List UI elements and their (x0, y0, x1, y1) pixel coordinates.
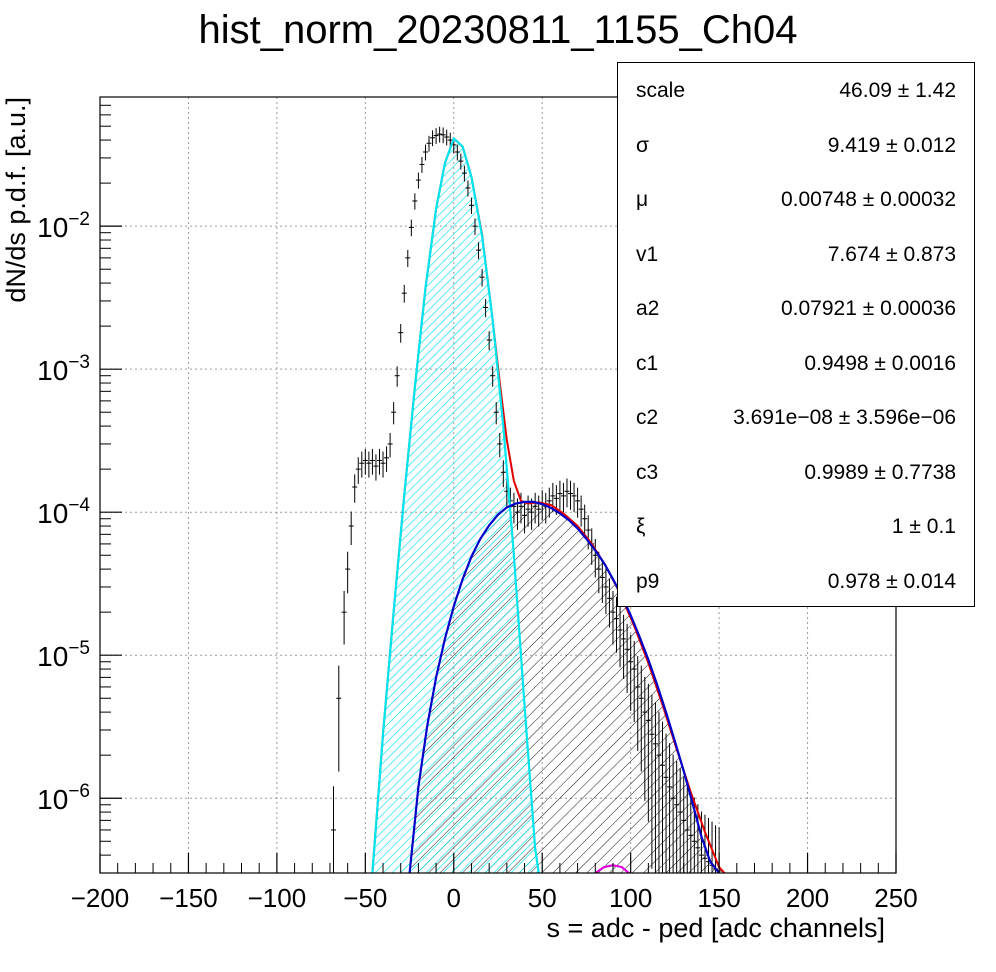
stats-param-name: c2 (636, 406, 659, 429)
axes: −200 −150 −100 −50 0 50 100 150 200 250 10−6 10−5 10… (37, 96, 918, 913)
x-tick-label: 200 (786, 883, 829, 913)
stats-param-name: v1 (636, 242, 659, 266)
tail-fit-curve (408, 500, 720, 873)
y-axis-label: dN/ds p.d.f. [a.u.] (1, 97, 31, 303)
stats-param-value: 3.691e−08 ± 3.596e−06 (733, 406, 956, 429)
y-tick-label: 10−4 (37, 495, 90, 529)
stats-param-name: c1 (636, 351, 659, 375)
stats-row: c2 3.691e−08 ± 3.596e−06 (618, 390, 974, 444)
stats-param-value: 0.07921 ± 0.00036 (780, 297, 956, 320)
x-tick-label: −50 (343, 883, 387, 913)
x-tick-label: 100 (609, 883, 652, 913)
x-tick-label: 250 (874, 883, 917, 913)
x-tick-label: −150 (159, 883, 218, 913)
stats-row: v1 7.674 ± 0.873 (618, 227, 974, 281)
stats-param-value: 0.9989 ± 0.7738 (804, 460, 956, 484)
stats-row: ξ 1 ± 0.1 (618, 499, 974, 553)
gaussian-fit-curve (371, 136, 540, 873)
x-tick-label: 150 (697, 883, 740, 913)
fit-statistics-box: scale 46.09 ± 1.42 σ 9.419 ± 0.012 μ 0.00748 … (617, 62, 975, 607)
stats-param-value: 0.9498 ± 0.0016 (804, 351, 956, 375)
stats-param-name: ξ (636, 515, 646, 538)
y-tick-label: 10−5 (37, 638, 90, 672)
stats-param-value: 0.00748 ± 0.00032 (780, 188, 956, 211)
fit-fill-areas (372, 138, 720, 873)
stats-param-value: 0.978 ± 0.014 (827, 569, 956, 593)
stats-row: c3 0.9989 ± 0.7738 (618, 445, 974, 499)
stats-param-name: p9 (636, 569, 660, 593)
stats-row: σ 9.419 ± 0.012 (618, 118, 974, 172)
stats-param-value: 46.09 ± 1.42 (839, 79, 956, 102)
chart-title: hist_norm_20230811_1155_Ch04 (198, 8, 798, 52)
stats-param-name: c3 (636, 460, 659, 484)
stats-row: scale 46.09 ± 1.42 (618, 63, 974, 117)
x-tick-label: −100 (248, 883, 307, 913)
stats-row: p9 0.978 ± 0.014 (618, 554, 974, 608)
stats-row: c1 0.9498 ± 0.0016 (618, 336, 974, 390)
y-tick-label: 10−3 (37, 352, 90, 386)
gaussian-hatched-area (372, 138, 539, 873)
stats-param-value: 7.674 ± 0.873 (827, 242, 956, 266)
stats-param-name: a2 (636, 297, 660, 320)
stats-param-value: 9.419 ± 0.012 (827, 133, 956, 157)
y-tick-label: 10−2 (37, 209, 90, 243)
stats-param-name: σ (636, 133, 649, 157)
stats-param-name: μ (636, 188, 649, 211)
fit-curves (371, 136, 726, 873)
y-tick-label: 10−6 (37, 781, 90, 815)
x-tick-label: −200 (71, 883, 130, 913)
stats-param-name: scale (636, 79, 686, 102)
x-tick-label: 0 (447, 883, 461, 913)
stats-row: μ 0.00748 ± 0.00032 (618, 172, 974, 226)
stats-param-value: 1 ± 0.1 (891, 515, 956, 538)
x-axis-label: s = adc - ped [adc channels] (547, 913, 885, 943)
stats-row: a2 0.07921 ± 0.00036 (618, 281, 974, 335)
x-tick-label: 50 (528, 883, 557, 913)
